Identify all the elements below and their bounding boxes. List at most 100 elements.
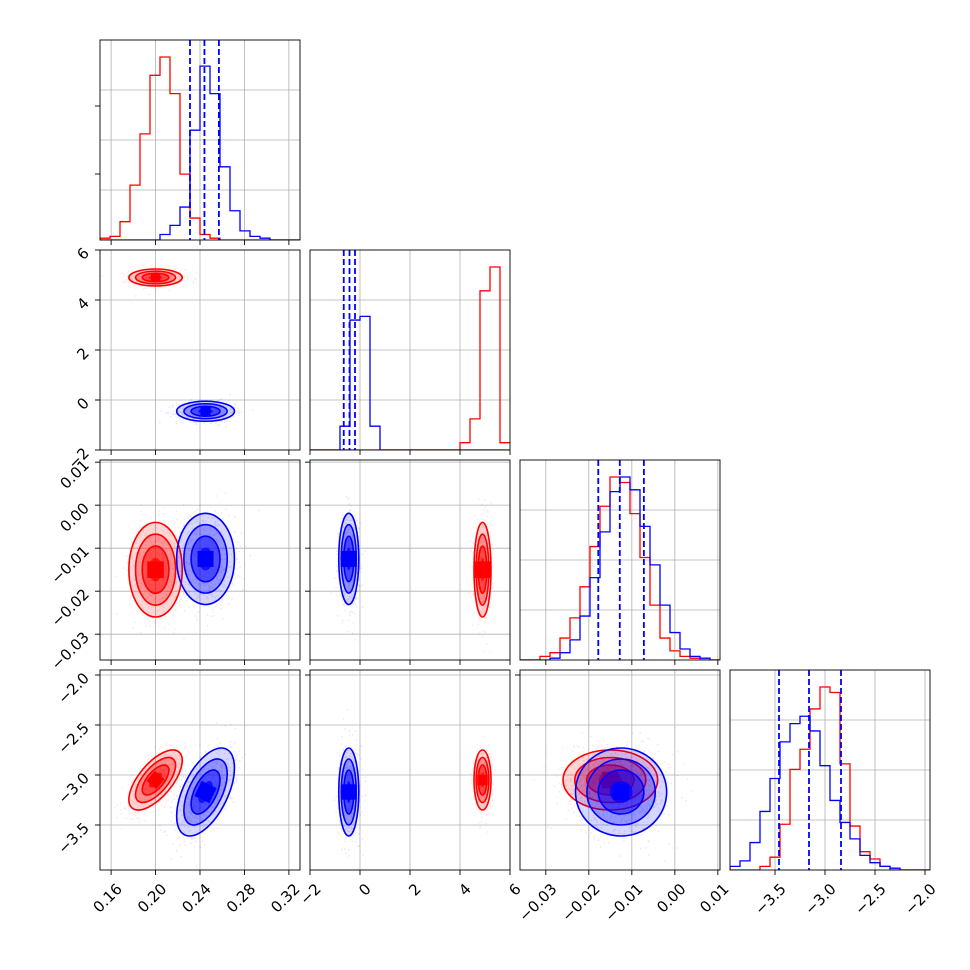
panel-1-1: [309, 249, 511, 455]
contour-line-1: [183, 402, 229, 420]
density-peak-1: [341, 784, 357, 800]
scatter-points-1: [159, 492, 260, 627]
x-tick-label: 0.28: [223, 880, 259, 916]
contour-line-0: [473, 749, 492, 811]
x-tick-label: 4: [455, 880, 474, 899]
plot-area: [520, 460, 720, 660]
contour-line-0: [574, 756, 647, 804]
plot-area: [114, 722, 247, 867]
plot-area: [115, 492, 260, 640]
y-tick-label: 0.00: [56, 499, 92, 535]
contour-line-0: [562, 749, 659, 811]
contour-line-1: [183, 523, 229, 594]
plot-area: [333, 708, 497, 857]
panel-2-2: [519, 459, 721, 665]
y-tick-label: 6: [73, 244, 92, 263]
contour-line-1: [190, 535, 221, 583]
contour-line-0: [475, 756, 490, 804]
contour-line-1: [183, 758, 229, 826]
x-tick-label: −2.0: [901, 880, 939, 918]
contour-line-0: [477, 764, 488, 796]
contour-line-0: [128, 749, 184, 811]
x-tick-label: 6: [505, 880, 524, 899]
panel-3-3: −3.5 −3.0 −2.5 −2.0: [729, 669, 940, 919]
contour-line-0: [134, 756, 177, 804]
scatter-points-1: [333, 708, 367, 857]
panel-frame: [519, 459, 721, 661]
contour-line-1: [597, 769, 645, 815]
contour-line-1: [340, 523, 358, 594]
contour-line-0: [477, 545, 488, 595]
contour-line-0: [134, 533, 177, 606]
plot-area: [330, 496, 495, 653]
contour-line-1: [340, 758, 358, 826]
panel-2-1: [305, 459, 511, 665]
y-tick-label: 0: [73, 394, 92, 413]
y-tick-label: −0.03: [48, 628, 93, 673]
y-tick-label: 4: [73, 294, 92, 313]
density-peak-1: [340, 550, 357, 567]
x-tick-label: −2.5: [851, 880, 889, 918]
x-tick-label: −2: [296, 880, 324, 908]
contour-line-1: [342, 769, 355, 815]
y-tick-label: 2: [73, 344, 92, 363]
contour-line-1: [175, 747, 236, 837]
y-tick-label: −2.5: [54, 719, 92, 757]
density-peak-0: [477, 774, 488, 786]
plot-area: [533, 732, 693, 862]
histogram-series-1: [520, 476, 720, 660]
plot-area: [310, 250, 510, 450]
plot-area: [730, 670, 930, 870]
contour-line-1: [175, 512, 236, 606]
histogram-series-1: [310, 315, 510, 450]
panel-0-0: [95, 39, 301, 245]
density-peak-1: [613, 784, 630, 800]
y-tick-label: −2.0: [54, 669, 92, 707]
density-peak-1: [194, 780, 217, 804]
density-peak-1: [200, 406, 211, 417]
panel-3-2: −0.03−0.02−0.01 0.00 0.01: [515, 669, 733, 925]
x-tick-label: 0.16: [90, 880, 126, 916]
contour-line-0: [128, 268, 184, 287]
contour-line-0: [473, 521, 492, 618]
x-tick-label: 0.01: [696, 880, 732, 916]
y-tick-label: −3.0: [54, 769, 92, 807]
x-tick-label: −0.02: [558, 880, 603, 925]
contour-line-1: [337, 512, 360, 606]
contour-line-0: [134, 270, 177, 285]
contour-line-1: [337, 747, 360, 837]
contour-line-1: [342, 535, 355, 583]
x-tick-label: 0.24: [178, 880, 214, 916]
panel-frame: [519, 669, 721, 871]
density-peak-0: [147, 561, 164, 578]
y-tick-label: −0.02: [48, 585, 93, 630]
panel-3-0: 0.16 0.20 0.24 0.28 0.32−3.5−3.0−2.5−2.0: [54, 669, 303, 916]
contour-line-0: [475, 533, 490, 606]
plot-area: [101, 266, 254, 428]
contour-line-0: [141, 764, 170, 796]
contour-line-0: [128, 521, 184, 618]
y-tick-label: −0.01: [48, 542, 93, 587]
x-tick-label: 0.00: [653, 880, 689, 916]
plot-area: [100, 40, 300, 240]
contour-line-0: [141, 545, 170, 595]
histogram-series-0: [100, 56, 300, 240]
density-peak-0: [150, 272, 161, 283]
x-tick-label: −3.5: [751, 880, 789, 918]
x-tick-label: −0.01: [601, 880, 646, 925]
histogram-series-1: [730, 715, 930, 870]
contour-line-1: [574, 747, 668, 837]
contour-line-0: [141, 272, 170, 283]
contour-line-1: [190, 769, 221, 815]
x-tick-label: −3.0: [801, 880, 839, 918]
contour-line-1: [190, 405, 221, 418]
histogram-series-1: [100, 65, 300, 240]
panel-frame: [729, 669, 931, 871]
panel-3-1: −2 0 2 4 6: [296, 669, 525, 908]
panel-2-0: −0.03−0.02−0.010.000.01: [48, 456, 301, 674]
contour-line-1: [175, 400, 236, 423]
x-tick-label: 2: [405, 880, 424, 899]
x-tick-label: 0: [355, 880, 374, 899]
